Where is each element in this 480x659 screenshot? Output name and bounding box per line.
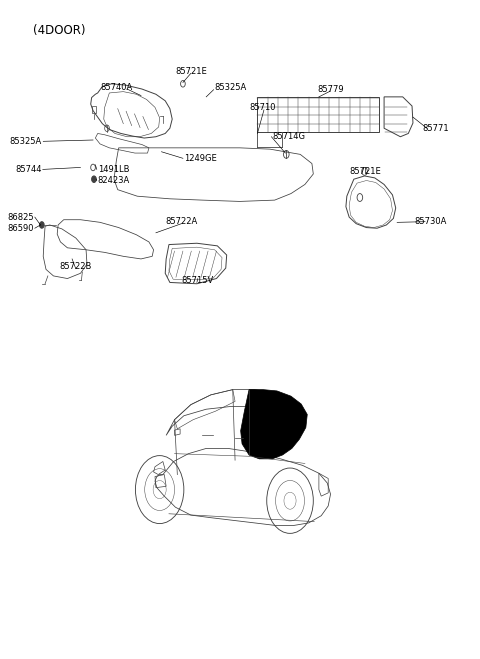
Circle shape: [92, 176, 96, 183]
Text: 85714G: 85714G: [272, 132, 305, 141]
Text: 1249GE: 1249GE: [184, 154, 216, 163]
Circle shape: [39, 221, 44, 228]
Text: 1491LB: 1491LB: [98, 165, 129, 174]
Text: 85722B: 85722B: [60, 262, 92, 272]
Text: 85722A: 85722A: [166, 217, 198, 226]
Text: 85740A: 85740A: [100, 83, 132, 92]
Text: 85730A: 85730A: [415, 217, 447, 226]
Text: 85779: 85779: [317, 84, 344, 94]
Text: 85715V: 85715V: [182, 276, 214, 285]
Text: 85721E: 85721E: [349, 167, 381, 176]
Text: 85744: 85744: [15, 165, 42, 174]
Polygon shape: [240, 389, 307, 459]
Text: 85710: 85710: [250, 103, 276, 112]
Text: 86590: 86590: [7, 223, 34, 233]
Text: (4DOOR): (4DOOR): [33, 24, 85, 37]
Text: 82423A: 82423A: [98, 176, 130, 185]
Text: 85771: 85771: [423, 124, 449, 132]
Text: 85325A: 85325A: [214, 83, 246, 92]
Text: 85325A: 85325A: [10, 137, 42, 146]
Text: 86825: 86825: [7, 213, 34, 221]
Text: 85721E: 85721E: [175, 67, 207, 76]
